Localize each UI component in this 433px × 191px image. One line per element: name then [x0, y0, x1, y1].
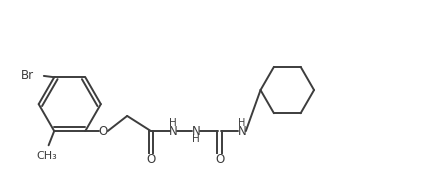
Text: N: N [238, 125, 246, 138]
Text: N: N [191, 125, 200, 138]
Text: O: O [215, 153, 224, 167]
Text: N: N [169, 125, 178, 138]
Text: Br: Br [21, 69, 34, 82]
Text: CH₃: CH₃ [36, 151, 57, 161]
Text: H: H [238, 118, 246, 128]
Text: H: H [192, 134, 200, 144]
Text: O: O [146, 153, 155, 167]
Text: O: O [99, 125, 108, 138]
Text: H: H [169, 118, 177, 128]
